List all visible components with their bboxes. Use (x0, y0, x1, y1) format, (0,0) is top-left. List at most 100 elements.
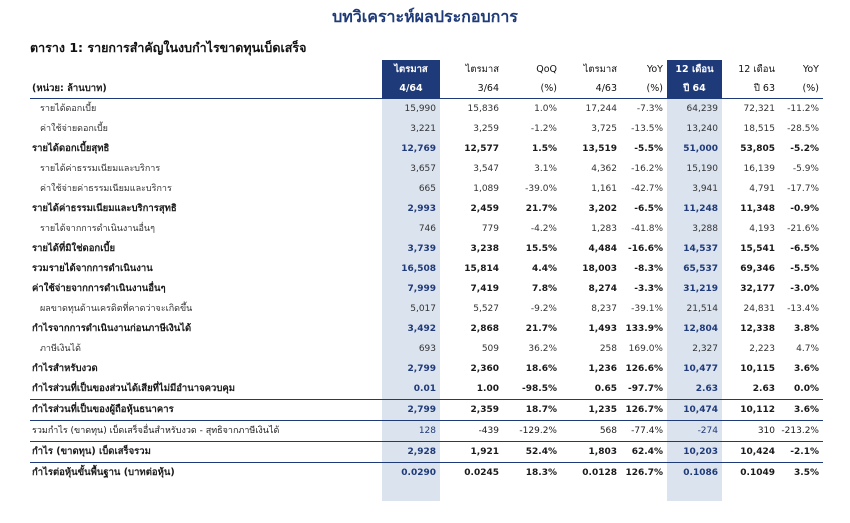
table-cell: 2,799 (382, 399, 440, 421)
table-cell: -13.4% (787, 304, 819, 314)
table-cell: 128 (382, 420, 440, 442)
table-cell: 12,577 (464, 144, 499, 154)
table-cell: 2,327 (692, 344, 718, 354)
table-cell: -5.5% (634, 144, 663, 154)
table-cell: -3.3% (634, 284, 663, 294)
table-row: ค่าใช้จ่ายค่าธรรมเนียมและบริการ 665 1,089 -… (30, 179, 823, 199)
row-label: กำไรส่วนที่เป็นของส่วนได้เสียที่ไม่มีอำน… (30, 379, 382, 400)
table-cell: 15,190 (686, 164, 719, 174)
table-cell: 1,235 (561, 399, 621, 421)
unit-label: (หน่วย: ล้านบาท) (30, 79, 382, 99)
table-cell: -98.5% (503, 379, 561, 400)
col-header: 12 เดือน (675, 64, 714, 75)
table-cell: 16,508 (401, 264, 436, 274)
table-row: รวมรายได้จากการดำเนินงาน 16,508 15,814 4.4%… (30, 259, 823, 279)
table-cell: 665 (418, 184, 436, 194)
table-cell: -13.5% (631, 124, 663, 134)
table-cell: -274 (667, 420, 722, 442)
table-cell: 1,161 (591, 184, 617, 194)
table-cell: -7.3% (636, 104, 663, 114)
table-cell: 14,537 (683, 244, 718, 254)
table-cell: -0.9% (790, 204, 819, 214)
table-cell: 5,017 (410, 304, 436, 314)
table-cell: 3.6% (794, 364, 819, 374)
table-cell: -39.1% (631, 304, 663, 314)
table-cell: 64,239 (686, 104, 719, 114)
col-header: (%) (779, 79, 823, 99)
table-cell: -42.7% (631, 184, 663, 194)
table-cell: 7,999 (407, 284, 436, 294)
table-cell: 509 (481, 344, 499, 354)
table-cell: 779 (481, 224, 499, 234)
table-cell: 18,003 (582, 264, 617, 274)
table-cell: 13,240 (686, 124, 719, 134)
income-statement-table: ไตรมาส ไตรมาส QoQ ไตรมาส YoY 12 เดือน 12… (30, 60, 823, 483)
table-cell: 3,492 (407, 324, 436, 334)
table-cell: -8.3% (634, 264, 663, 274)
table-cell: 12,769 (401, 144, 436, 154)
table-cell: -16.2% (631, 164, 663, 174)
table-row: ภาษีเงินได้ 693 509 36.2% 258 169.0% 2,327 2,22… (30, 339, 823, 359)
table-cell: 0.1086 (683, 468, 718, 478)
table-cell: 10,203 (667, 441, 722, 463)
col-header: ไตรมาส (465, 64, 499, 75)
table-cell: 310 (722, 420, 779, 442)
table-cell: 0.65 (561, 379, 621, 400)
table-cell: 1,493 (588, 324, 617, 334)
table-row: ค่าใช้จ่ายจากการดำเนินงานอื่นๆ 7,999 7,419… (30, 279, 823, 299)
table-cell: 1.5% (532, 144, 557, 154)
table-cell: 2,928 (382, 441, 440, 463)
table-cell: 3,202 (588, 204, 617, 214)
table-cell: 10,424 (722, 441, 779, 463)
table-cell: 8,237 (591, 304, 617, 314)
table-cell: 15,836 (467, 104, 500, 114)
table-cell: 133.9% (625, 324, 664, 334)
row-label: กำไร (ขาดทุน) เบ็ดเสร็จรวม (30, 441, 382, 463)
table-cell: 18.6% (525, 364, 557, 374)
table-cell: 36.2% (528, 344, 557, 354)
table-cell: -1.2% (530, 124, 557, 134)
table-cell: 126.7% (621, 399, 667, 421)
table-cell: -6.5% (634, 204, 663, 214)
table-cell: -39.0% (525, 184, 557, 194)
row-label: กำไรต่อหุ้นขั้นพื้นฐาน (บาทต่อหุ้น) (32, 467, 175, 478)
table-cell: 15,541 (740, 244, 775, 254)
col-header: 3/64 (440, 79, 503, 99)
table-cell: 3.8% (794, 324, 819, 334)
row-label: ภาษีเงินได้ (40, 344, 81, 354)
table-row: รายได้ค่าธรรมเนียมและบริการ 3,657 3,547 3.1… (30, 159, 823, 179)
table-caption: ตาราง 1: รายการสำคัญในงบกำไรขาดทุนเบ็ดเส… (30, 40, 307, 55)
table-row: รายได้ที่มิใช่ดอกเบี้ย 3,739 3,238 15.5% 4,4… (30, 239, 823, 259)
table-row: กำไรสำหรับงวด 2,799 2,360 18.6% 1,236 126.6% 1… (30, 359, 823, 379)
table-cell: -17.7% (787, 184, 819, 194)
table-cell: 10,474 (667, 399, 722, 421)
table-cell: 3.1% (534, 164, 557, 174)
table-row: กำไร (ขาดทุน) เบ็ดเสร็จรวม 2,928 1,921 52.4… (30, 441, 823, 463)
row-label: กำไรส่วนที่เป็นของผู้ถือหุ้นธนาคาร (30, 399, 382, 421)
table-cell: 12,804 (683, 324, 718, 334)
table-cell: 21.7% (525, 324, 557, 334)
table-cell: 18.3% (525, 468, 557, 478)
table-cell: 3,657 (410, 164, 436, 174)
col-header: 4/64 (382, 79, 440, 99)
table-cell: 3,547 (473, 164, 499, 174)
table-cell: 18.7% (503, 399, 561, 421)
table-cell: 3,221 (410, 124, 436, 134)
table-cell: 4,362 (591, 164, 617, 174)
table-cell: 1,803 (561, 441, 621, 463)
table-row: ผลขาดทุนด้านเครดิตที่คาดว่าจะเกิดขึ้น 5,0… (30, 299, 823, 319)
col-header: ปี 63 (722, 79, 779, 99)
row-label: รายได้ดอกเบี้ย (40, 104, 97, 114)
table-cell: 0.1049 (740, 468, 775, 478)
table-cell: 693 (418, 344, 436, 354)
table-cell: 4,484 (588, 244, 617, 254)
table-cell: 11,348 (740, 204, 775, 214)
row-label: รายได้จากการดำเนินงานอื่นๆ (40, 224, 155, 234)
table-cell: 31,219 (683, 284, 718, 294)
table-row: กำไรต่อหุ้นขั้นพื้นฐาน (บาทต่อหุ้น) 0.029… (30, 463, 823, 484)
table-row: รวมกำไร (ขาดทุน) เบ็ดเสร็จอื่นสำหรับงวด … (30, 420, 823, 442)
table-cell: 169.0% (628, 344, 663, 354)
table-cell: 3,739 (407, 244, 436, 254)
table-cell: 3,941 (692, 184, 718, 194)
table-cell: -6.5% (790, 244, 819, 254)
